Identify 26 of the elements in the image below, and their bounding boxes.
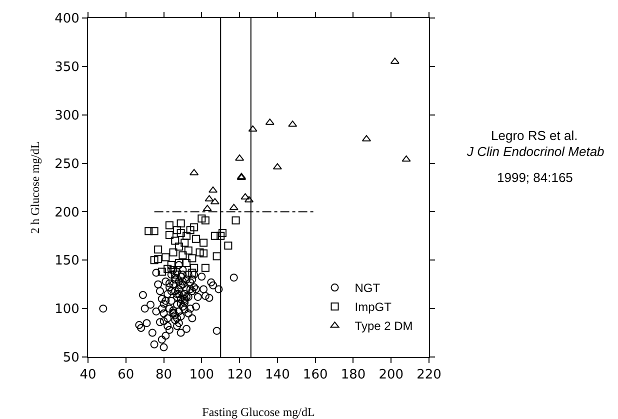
x-tick-label: 40 [80,368,96,383]
x-tick-label: 60 [118,368,134,383]
x-tick-label: 100 [189,368,214,383]
x-tick-label: 120 [227,368,252,383]
text: J Clin Endocrinol Metab [466,144,604,159]
text: 1999; 84:165 [497,170,573,185]
y-tick-label: 200 [54,205,80,220]
legend-label: Type 2 DM [354,319,413,334]
x-tick-label: 160 [302,368,328,383]
x-tick-label: 220 [416,368,442,383]
legend-label: NGT [354,281,381,296]
x-tick-label: 140 [265,368,290,383]
text: Legro RS et al. [491,128,578,143]
y-tick-label: 400 [54,12,80,27]
legend-label: ImpGT [354,300,392,314]
y-tick-label: 350 [54,60,80,75]
x-tick-label: 80 [156,368,172,383]
y-axis-title: 2 h Glucose mg/dL [28,141,42,234]
y-tick-label: 100 [54,302,80,318]
y-tick-label: 150 [54,254,80,269]
y-tick-label: 250 [54,156,80,172]
y-tick-label: 300 [54,108,80,124]
x-axis-title: Fasting Glucose mg/dL [202,405,315,419]
x-tick-label: 200 [378,368,404,383]
y-tick-label: 50 [62,350,80,366]
x-tick-label: 180 [340,368,366,383]
